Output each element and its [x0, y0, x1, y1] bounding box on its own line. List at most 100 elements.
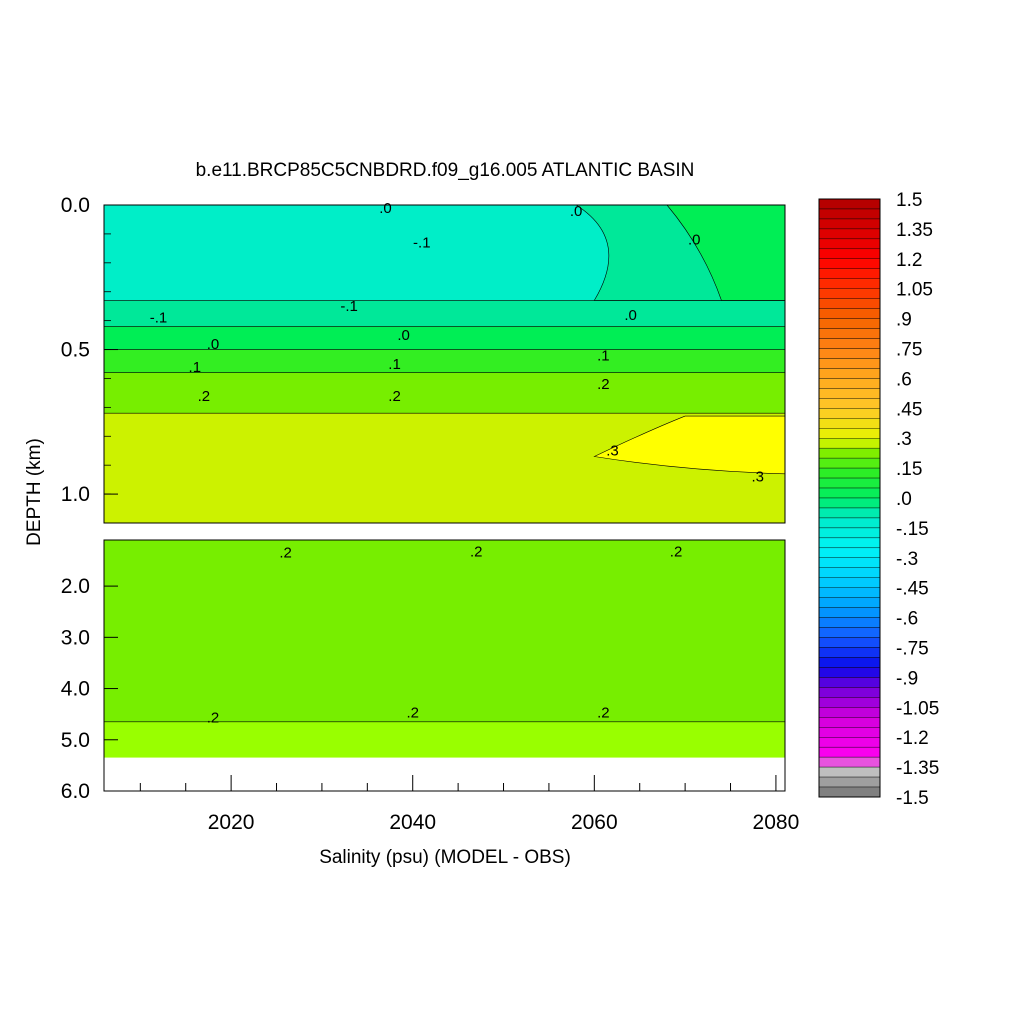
x-tick-label: 2060 [571, 811, 618, 834]
colorbar-box [818, 517, 881, 529]
colorbar-box [818, 328, 881, 339]
colorbar-box [818, 756, 881, 768]
colorbar-label: -1.35 [896, 758, 939, 779]
colorbar-box [818, 438, 881, 449]
colorbar-label: .15 [896, 459, 922, 480]
no-data-region [104, 757, 785, 791]
contour-label: .3 [752, 469, 765, 486]
colorbar-box [818, 786, 881, 798]
colorbar-box [818, 457, 881, 469]
colorbar-box [818, 567, 881, 578]
colorbar-box [818, 487, 881, 499]
y-tick-label: 3.0 [61, 626, 90, 649]
colorbar: 1.5 1.35 1.2 1.05 .9 .75 .6 .45 .3 .15 .0 -.15 -.3 -.… [818, 190, 939, 809]
colorbar-box [818, 288, 881, 299]
colorbar-label: 1.2 [896, 250, 922, 271]
y-tick-label: 5.0 [61, 729, 90, 752]
colorbar-box [818, 238, 881, 250]
colorbar-box [818, 428, 881, 439]
contour-label: .2 [406, 705, 419, 722]
colorbar-label: -.3 [896, 549, 918, 570]
contour-label: .0 [570, 203, 583, 220]
x-tick-label: 2080 [753, 811, 800, 834]
colorbar-box [818, 547, 881, 558]
colorbar-box [818, 467, 881, 479]
colorbar-box [818, 258, 881, 269]
colorbar-label: -1.5 [896, 788, 929, 809]
contour-band [104, 349, 785, 373]
upper-panel: .0 .0 -.1 .0 -.1 -.1 .0 .0 .0 .1 .1 .1 .2 .2 .2 .3 .3 0.0… [61, 194, 786, 524]
colorbar-label: .45 [896, 399, 922, 420]
contour-label: .2 [470, 543, 483, 560]
colorbar-box [818, 677, 881, 688]
contour-band [104, 372, 785, 414]
colorbar-box [818, 597, 881, 608]
colorbar-box [818, 208, 881, 220]
colorbar-box [818, 527, 881, 539]
contour-label: .1 [597, 347, 610, 364]
y-axis-label: DEPTH (km) [24, 438, 45, 546]
colorbar-box [818, 298, 881, 309]
colorbar-label: .6 [896, 369, 912, 390]
colorbar-box [818, 727, 881, 738]
contour-label: .2 [597, 376, 610, 393]
x-axis-label: Salinity (psu) (MODEL - OBS) [319, 847, 571, 868]
upper-panel-frame [103, 204, 786, 524]
colorbar-box [818, 637, 881, 648]
contour-band [104, 326, 785, 350]
y-tick-label: 0.5 [61, 339, 90, 362]
colorbar-label: .3 [896, 429, 912, 450]
y-tick-label: 4.0 [61, 678, 90, 701]
colorbar-box [818, 587, 881, 598]
colorbar-box [818, 687, 881, 698]
contour-label: .2 [597, 705, 610, 722]
colorbar-box [818, 746, 881, 758]
colorbar-box [818, 557, 881, 568]
colorbar-box [818, 537, 881, 549]
contour-label: .0 [397, 327, 410, 344]
colorbar-box [818, 398, 881, 409]
colorbar-label: 1.05 [896, 280, 933, 301]
x-tick-label: 2040 [389, 811, 436, 834]
contour-label: .2 [207, 710, 220, 727]
colorbar-label: -.9 [896, 668, 918, 689]
colorbar-box [818, 707, 881, 718]
x-tick-label: 2020 [208, 811, 255, 834]
colorbar-box [818, 388, 881, 399]
colorbar-box [818, 627, 881, 638]
colorbar-box [818, 338, 881, 349]
colorbar-label: -.45 [896, 579, 929, 600]
colorbar-box [818, 248, 881, 259]
colorbar-box [818, 378, 881, 389]
colorbar-label: 1.5 [896, 190, 922, 211]
colorbar-label: -.15 [896, 519, 929, 540]
colorbar-box [818, 577, 881, 588]
colorbar-box [818, 507, 881, 519]
contour-label: .2 [388, 388, 401, 405]
colorbar-box [818, 368, 881, 379]
colorbar-box [818, 218, 881, 230]
colorbar-label: -1.2 [896, 728, 929, 749]
contour-label: -.1 [340, 298, 358, 315]
colorbar-label: .0 [896, 489, 912, 510]
colorbar-box [818, 348, 881, 359]
contour-band [104, 540, 785, 722]
chart-title: b.e11.BRCP85C5CNBDRD.f09_g16.005 ATLANTI… [196, 160, 695, 181]
contour-label: .0 [624, 307, 637, 324]
colorbar-box [818, 418, 881, 429]
colorbar-box [818, 776, 881, 788]
contour-label: .1 [189, 359, 202, 376]
contour-label: .0 [379, 200, 392, 217]
colorbar-box [818, 228, 881, 240]
lower-panel: .2 .2 .2 .2 .2 .2 2.0 3.0 4.0 5.0 6.0 [61, 539, 786, 803]
colorbar-box [818, 408, 881, 419]
contour-region [666, 204, 786, 301]
colorbar-box [818, 766, 881, 778]
colorbar-box [818, 318, 881, 329]
colorbar-box [818, 268, 881, 279]
colorbar-label: 1.35 [896, 220, 933, 241]
contour-label: -.1 [413, 235, 431, 252]
contour-label: .3 [606, 443, 619, 460]
colorbar-frame [818, 198, 881, 798]
contour-label: .2 [670, 543, 683, 560]
